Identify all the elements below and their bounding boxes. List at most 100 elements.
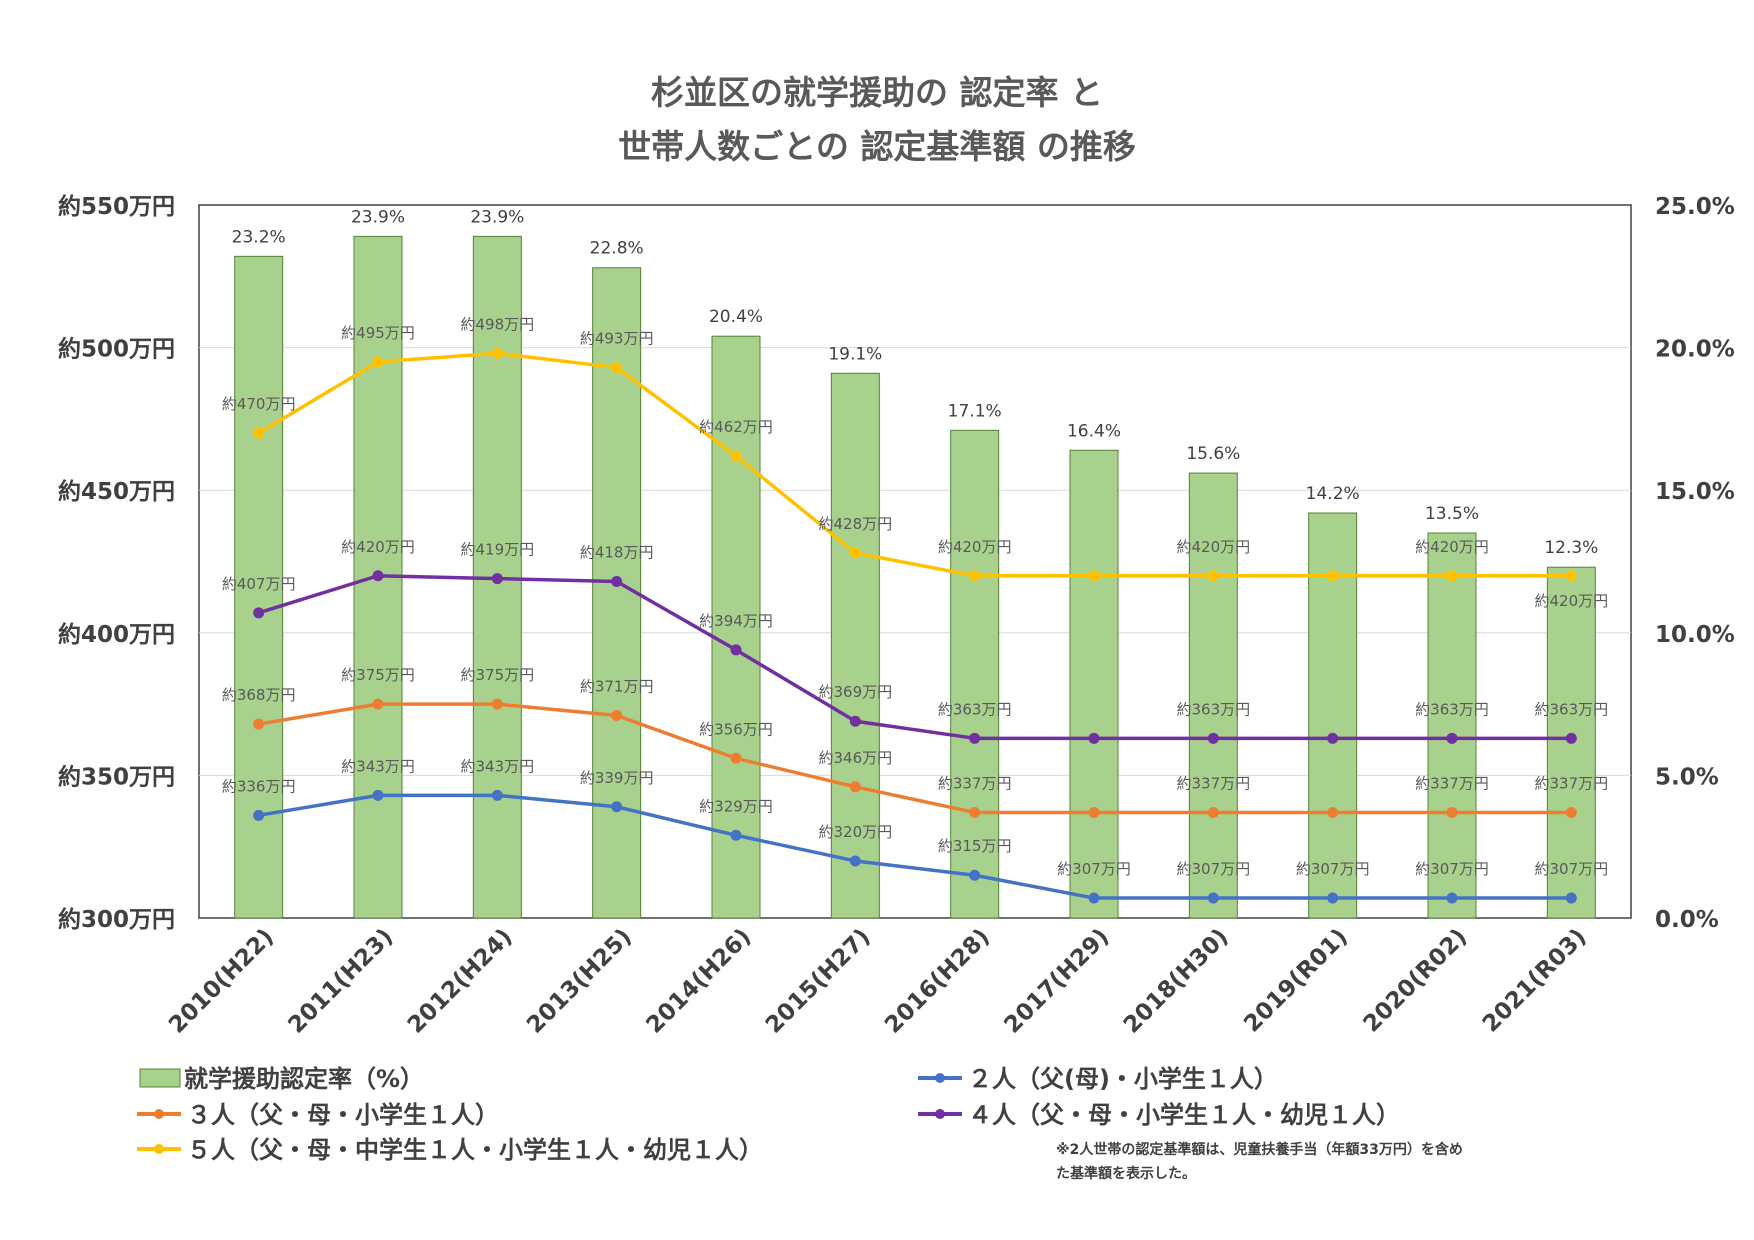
series-point — [1207, 570, 1219, 582]
x-axis-tick-label: 2014(H26) — [641, 924, 756, 1039]
series-point — [1565, 732, 1577, 744]
series-point — [1446, 806, 1458, 818]
bar-data-label: 23.9% — [470, 207, 524, 227]
right-axis-tick-label: 20.0% — [1655, 337, 1735, 363]
series-point — [372, 570, 384, 582]
point-data-label: 約343万円 — [341, 757, 415, 775]
point-data-label: 約337万円 — [1177, 774, 1251, 792]
legend-marker-3person — [154, 1109, 164, 1119]
bar-data-label: 16.4% — [1067, 421, 1121, 441]
series-point — [1565, 806, 1577, 818]
bar — [830, 372, 880, 919]
series-point — [849, 855, 861, 867]
point-data-label: 約307万円 — [1535, 860, 1609, 878]
series-point — [730, 752, 742, 764]
series-point — [611, 575, 623, 587]
bar — [950, 429, 1000, 919]
point-data-label: 約320万円 — [819, 823, 893, 841]
left-axis-tick-label: 約400万円 — [58, 621, 175, 648]
bar-data-label: 19.1% — [828, 344, 882, 364]
footnote-line-2: た基準額を表示した。 — [1056, 1165, 1196, 1182]
point-data-label: 約329万円 — [699, 797, 773, 815]
series-point — [1327, 732, 1339, 744]
legend-label-3person: ３人（父・母・小学生１人） — [187, 1101, 499, 1129]
point-data-label: 約343万円 — [461, 757, 535, 775]
series-point — [1088, 892, 1100, 904]
x-axis-tick-label: 2013(H25) — [522, 924, 637, 1039]
x-axis-tick-label: 2017(H29) — [999, 924, 1114, 1039]
right-axis-tick-label: 25.0% — [1655, 194, 1735, 220]
point-labels: 約336万円 約343万円 約343万円約339万円約329万円約320万円約315… — [222, 315, 1608, 878]
point-data-label: 約337万円 — [1415, 774, 1489, 792]
series-point — [491, 789, 503, 801]
point-data-label: 約428万円 — [819, 515, 893, 533]
x-axis-tick-label: 2019(R01) — [1239, 924, 1353, 1038]
legend-label-bars: 就学援助認定率（%） — [184, 1065, 424, 1093]
bar-data-label: 22.8% — [590, 239, 644, 259]
point-data-label: 約495万円 — [341, 324, 415, 342]
series-point — [491, 698, 503, 710]
x-axis-tick-label: 2020(R02) — [1359, 924, 1473, 1038]
series-point — [730, 644, 742, 656]
bar-data-label: 20.4% — [709, 307, 763, 327]
left-axis-tick-label: 約300万円 — [58, 906, 175, 933]
point-data-label: 約307万円 — [1296, 860, 1370, 878]
x-axis-ticks: 2010(H22) 2011(H23) 2012(H24) 2013(H25) 2014… — [164, 924, 1591, 1039]
legend-label-2person: ２人（父(母)・小学生１人） — [968, 1065, 1278, 1093]
series-point — [372, 356, 384, 368]
footnote-line-1: ※2人世帯の認定基準額は、児童扶養手当（年額33万円）を含め — [1056, 1141, 1463, 1158]
plot-area-border — [198, 204, 1632, 919]
series-point — [611, 362, 623, 374]
point-data-label: 約307万円 — [1057, 860, 1131, 878]
series-line — [257, 351, 1572, 578]
legend: 就学援助認定率（%） ２人（父(母)・小学生１人） ３人（父・母・小学生１人） … — [137, 1065, 1400, 1164]
point-data-label: 約356万円 — [699, 720, 773, 738]
series-point — [611, 801, 623, 813]
series-point — [1446, 732, 1458, 744]
legend-label-5person: ５人（父・母・中学生１人・小学生１人・幼児１人） — [187, 1136, 763, 1164]
series-point — [1088, 570, 1100, 582]
bar-data-label: 15.6% — [1186, 444, 1240, 464]
series-point — [1088, 732, 1100, 744]
bar-data-label: 23.9% — [351, 207, 405, 227]
x-axis-tick-label: 2012(H24) — [403, 924, 518, 1039]
point-data-label: 約420万円 — [938, 538, 1012, 556]
series-point — [253, 607, 265, 619]
series-line — [258, 793, 1572, 900]
point-data-label: 約369万円 — [819, 683, 893, 701]
point-data-label: 約339万円 — [580, 769, 654, 787]
point-data-label: 約493万円 — [580, 330, 654, 348]
point-data-label: 約498万円 — [461, 315, 535, 333]
series-point — [611, 710, 623, 722]
point-data-label: 約420万円 — [1415, 538, 1489, 556]
right-axis-tick-label: 5.0% — [1655, 764, 1719, 790]
right-axis-ticks: 0.0% 5.0% 10.0% 15.0% 20.0% 25.0% — [1655, 194, 1735, 933]
series-line — [258, 702, 1572, 815]
series-point — [730, 450, 742, 462]
point-data-label: 約420万円 — [341, 538, 415, 556]
chart-title-line-1: 杉並区の就学援助の 認定率 と — [651, 73, 1103, 112]
series-point — [1207, 732, 1219, 744]
series-point — [849, 781, 861, 793]
point-data-label: 約419万円 — [461, 541, 535, 559]
series-point — [1327, 892, 1339, 904]
bar — [1188, 472, 1238, 919]
series-point — [1565, 892, 1577, 904]
point-data-label: 約375万円 — [341, 666, 415, 684]
right-axis-tick-label: 10.0% — [1655, 622, 1735, 648]
legend-label-4person: ４人（父・母・小学生１人・幼児１人） — [968, 1101, 1400, 1129]
point-data-label: 約315万円 — [938, 837, 1012, 855]
right-axis-tick-label: 0.0% — [1655, 907, 1719, 933]
point-data-label: 約418万円 — [580, 543, 654, 561]
point-data-label: 約307万円 — [1177, 860, 1251, 878]
bar — [234, 255, 284, 919]
left-axis-tick-label: 約350万円 — [58, 763, 175, 790]
x-axis-tick-label: 2021(R03) — [1478, 924, 1592, 1038]
point-data-label: 約363万円 — [1535, 700, 1609, 718]
series-point — [730, 829, 742, 841]
point-data-label: 約337万円 — [1535, 774, 1609, 792]
bar — [711, 335, 761, 919]
series-point — [372, 789, 384, 801]
series-point — [969, 869, 981, 881]
series-point — [1327, 570, 1339, 582]
